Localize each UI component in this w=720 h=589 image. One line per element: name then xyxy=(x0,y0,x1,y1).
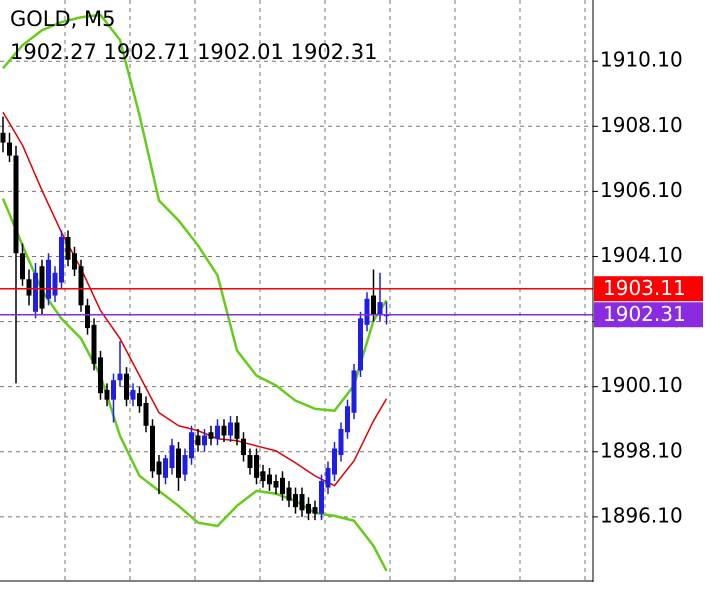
plot xyxy=(0,13,593,572)
candle-body xyxy=(332,448,337,475)
candle-body xyxy=(0,132,6,143)
candle-body xyxy=(7,142,12,156)
candle-body xyxy=(195,435,201,446)
candle-body xyxy=(78,266,84,306)
y-tick-label: 1908.10 xyxy=(600,113,683,137)
candle-body xyxy=(124,373,129,400)
candle-body xyxy=(169,445,175,469)
candle-body xyxy=(98,357,103,394)
candle-body xyxy=(104,389,110,400)
candle-body xyxy=(117,373,123,381)
price-label-box xyxy=(594,276,703,302)
header-value: 1902.01 xyxy=(197,40,284,64)
candle-body xyxy=(72,253,77,270)
candle-body xyxy=(371,295,376,316)
candle-body xyxy=(20,253,25,280)
candle-body xyxy=(228,422,233,436)
candle-body xyxy=(39,266,45,309)
y-tick-label: 1898.10 xyxy=(600,438,683,462)
candle-body xyxy=(358,318,363,371)
candle-body xyxy=(208,432,214,439)
candle-body xyxy=(176,448,181,478)
candle-body xyxy=(202,435,207,446)
header-value: 1902.71 xyxy=(104,40,191,64)
y-tick-label: 1906.10 xyxy=(600,178,683,202)
candle-body xyxy=(156,461,162,475)
candle-body xyxy=(247,455,253,469)
candle-body xyxy=(338,428,344,456)
candle-body xyxy=(280,477,285,495)
candle-body xyxy=(273,481,279,488)
candle-body xyxy=(150,425,155,472)
candle-body xyxy=(59,236,64,283)
chart-title: GOLD, M5 xyxy=(10,7,116,31)
candle-body xyxy=(254,455,259,478)
band-line xyxy=(2,13,388,413)
candle-body xyxy=(299,494,305,511)
candle-body xyxy=(215,425,220,439)
y-tick-label: 1904.10 xyxy=(600,243,683,267)
candle-body xyxy=(33,272,38,312)
candle-body xyxy=(143,402,149,426)
candle-body xyxy=(325,468,331,488)
candle-body xyxy=(286,487,292,501)
candle-body xyxy=(241,438,246,456)
price-label: 1902.31 xyxy=(603,302,686,326)
candle-body xyxy=(130,389,136,400)
y-tick-label: 1910.10 xyxy=(600,48,683,72)
candle-body xyxy=(26,279,32,296)
y-tick-label: 1900.10 xyxy=(600,373,683,397)
candle-body xyxy=(306,503,311,514)
candle-body xyxy=(293,494,298,508)
candle-body xyxy=(91,324,97,364)
candle-body xyxy=(182,455,188,475)
ohlc-header: 1902.27 1902.71 1902.01 1902.31 xyxy=(10,40,377,64)
candle-body xyxy=(52,272,58,296)
price-label-box xyxy=(594,302,703,328)
candle-body xyxy=(46,259,51,299)
candle-body xyxy=(267,474,272,485)
candle-body xyxy=(312,507,318,514)
band-line xyxy=(1,198,388,572)
candle-body xyxy=(85,305,90,329)
candle-body xyxy=(65,236,71,260)
candle-body xyxy=(13,155,19,254)
candle-body xyxy=(319,481,324,514)
candle-body xyxy=(345,406,350,433)
candle-body xyxy=(364,298,370,325)
candle-body xyxy=(189,432,194,459)
price-label: 1903.11 xyxy=(603,276,686,300)
candle-body xyxy=(111,380,116,400)
header-value: 1902.31 xyxy=(291,40,378,64)
candle-body xyxy=(137,393,142,407)
candle-body xyxy=(221,425,227,436)
candle-body xyxy=(351,370,357,413)
candle-body xyxy=(377,302,383,316)
candle-body xyxy=(260,471,266,482)
candle-body xyxy=(163,458,168,478)
header-value: 1902.27 xyxy=(10,40,97,64)
y-tick-label: 1896.10 xyxy=(600,503,683,527)
candle-body xyxy=(234,422,240,439)
